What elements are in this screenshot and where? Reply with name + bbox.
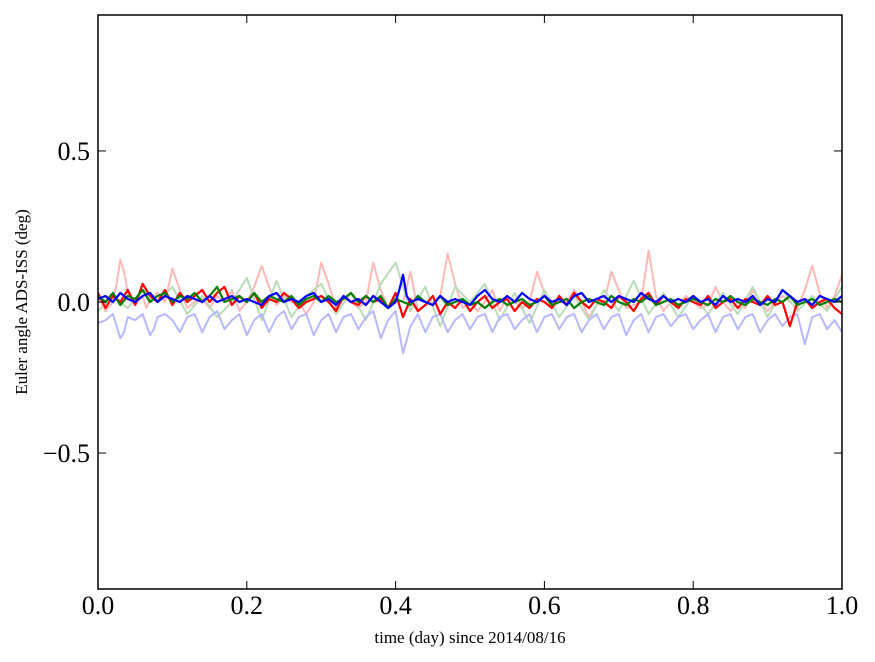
- y-tick-label: 0.0: [58, 288, 91, 317]
- series-line-2: [98, 310, 842, 355]
- tick-layer: 0.0 0.2 0.4 0.6 0.8 1.0 0.5 0.0 −0.5: [43, 15, 858, 620]
- x-tick-label: 1.0: [826, 591, 859, 620]
- x-tick-label: 0.4: [379, 591, 412, 620]
- series-line-3: [98, 282, 842, 328]
- y-axis-label: Euler angle ADS-ISS (deg): [12, 209, 31, 395]
- series-layer: [98, 249, 842, 355]
- x-tick-label: 0.0: [82, 591, 115, 620]
- x-tick-label: 0.6: [528, 591, 561, 620]
- series-line-5: [98, 273, 842, 310]
- x-tick-label: 0.2: [231, 591, 264, 620]
- x-tick-label: 0.8: [677, 591, 710, 620]
- x-axis-label: time (day) since 2014/08/16: [374, 628, 565, 647]
- y-tick-label: 0.5: [58, 137, 91, 166]
- y-tick-label: −0.5: [43, 439, 90, 468]
